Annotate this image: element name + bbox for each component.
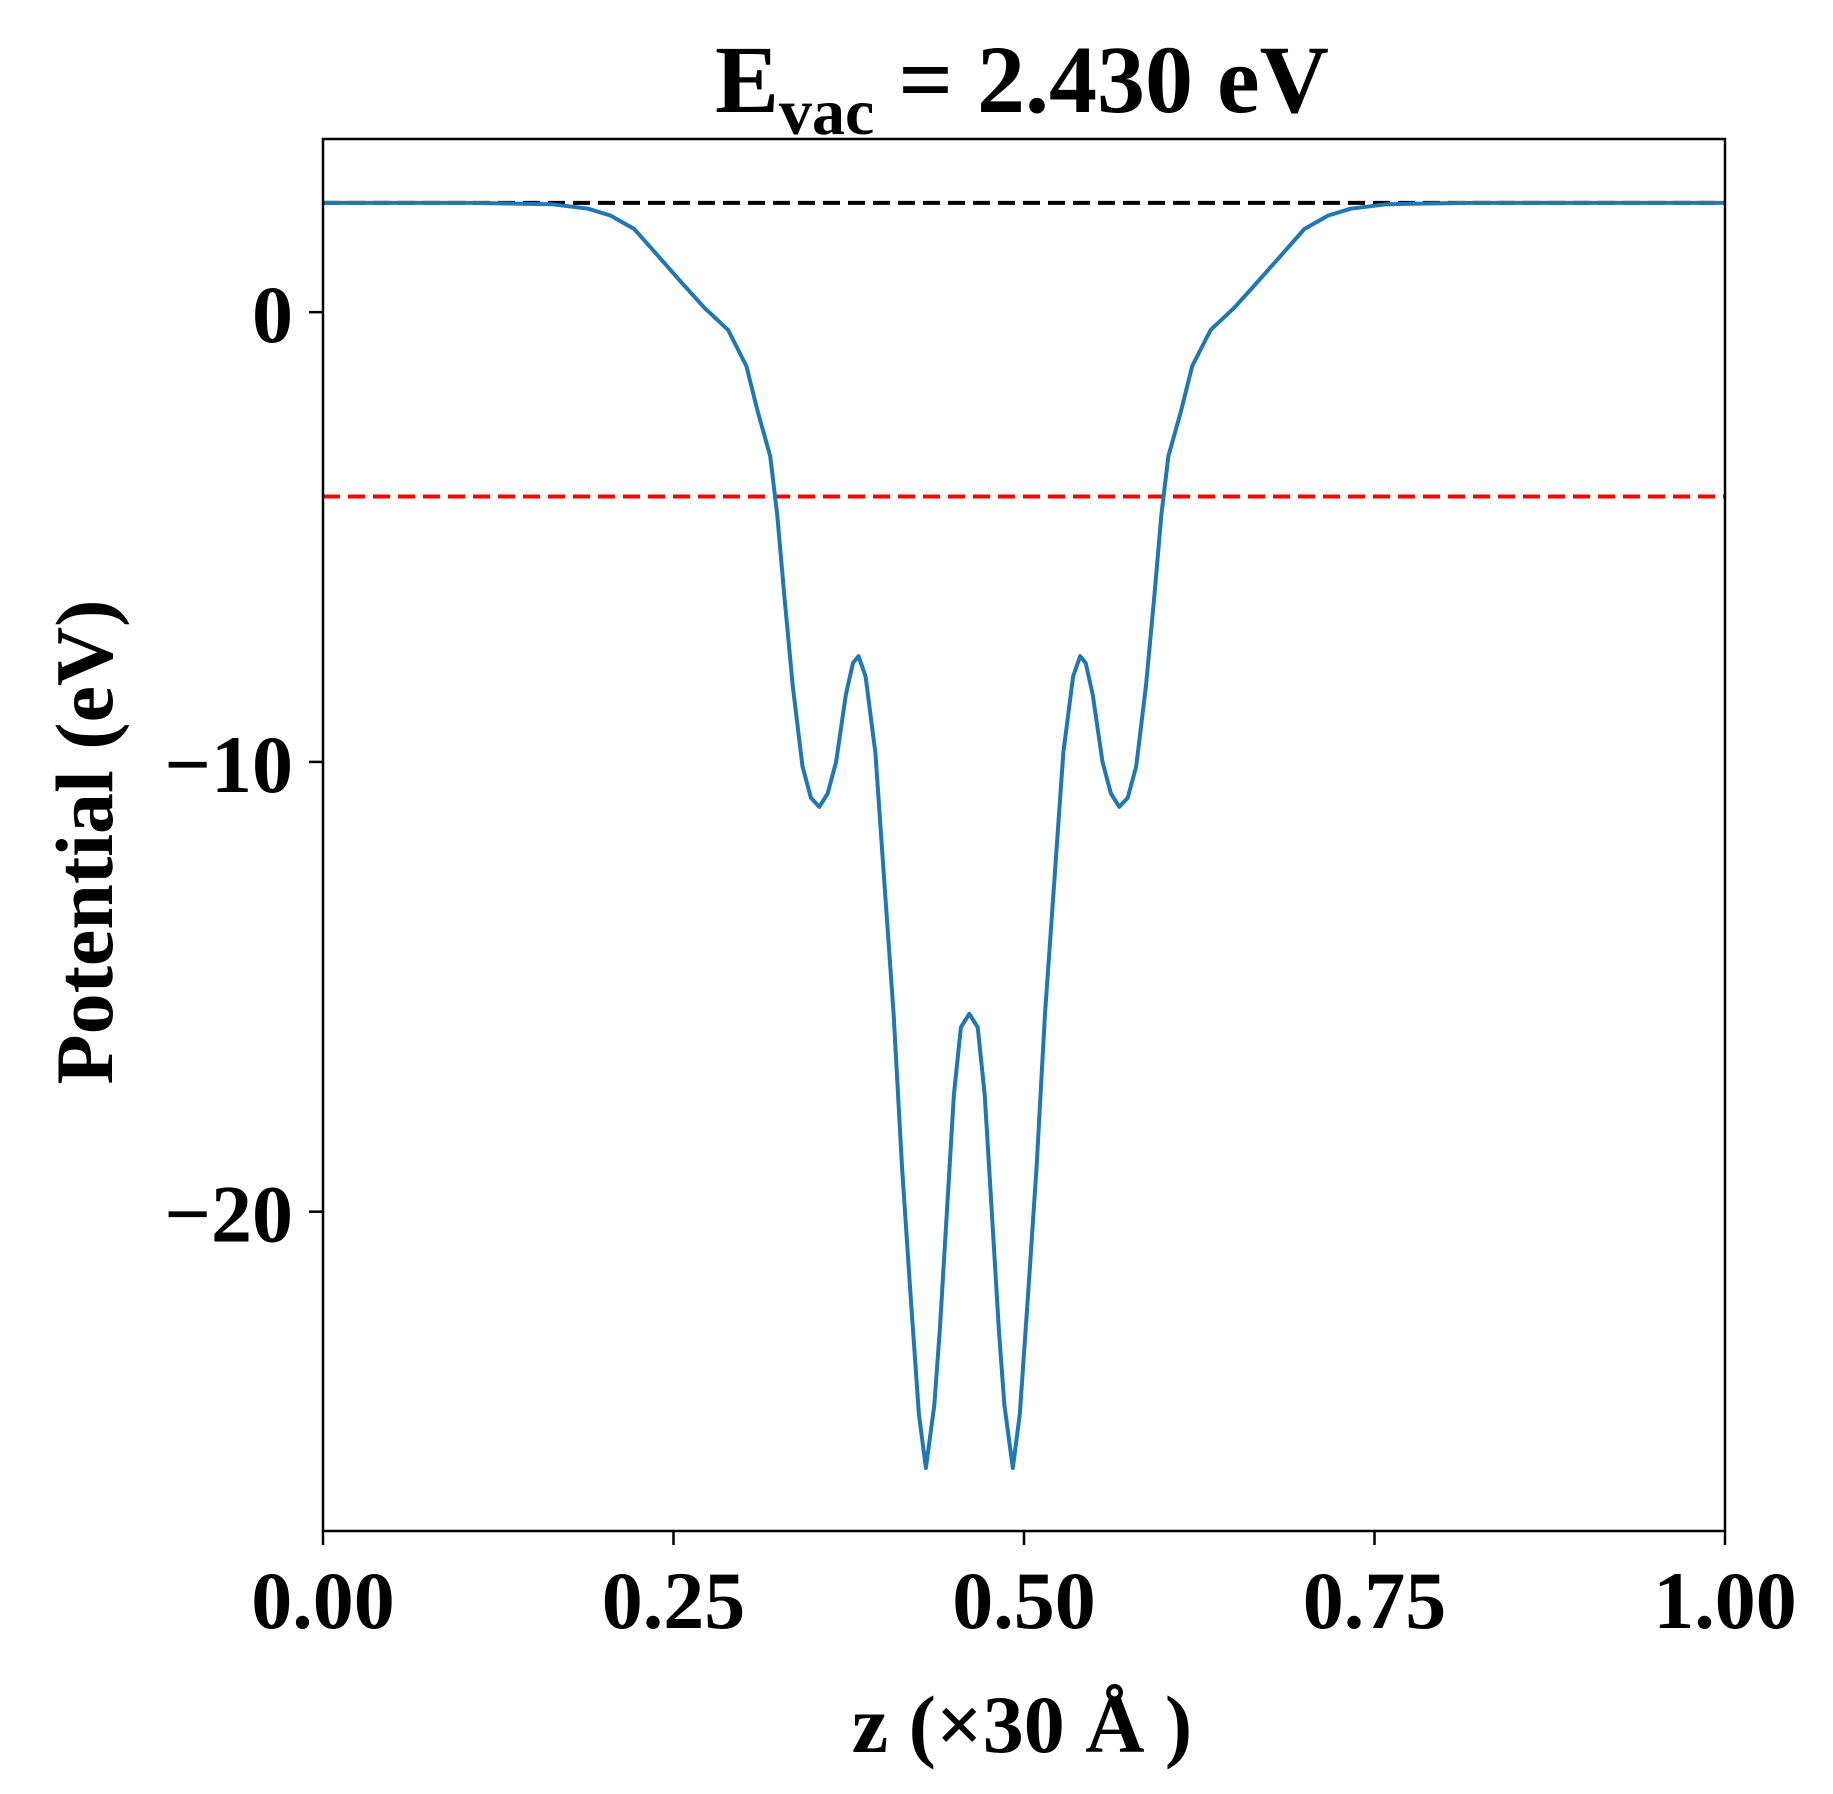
y-tick-label: −10 xyxy=(164,719,293,810)
x-axis: 0.00 0.25 0.50 0.75 1.00 xyxy=(251,1531,1797,1646)
x-tick-label: 1.00 xyxy=(1653,1555,1797,1646)
x-tick-label: 0.00 xyxy=(251,1555,395,1646)
chart-title: Evac = 2.430 eV xyxy=(715,26,1329,149)
x-tick-label: 0.50 xyxy=(952,1555,1096,1646)
axes-frame xyxy=(321,137,1727,1533)
y-axis-label: Potential (eV) xyxy=(39,600,130,1085)
x-tick-label: 0.75 xyxy=(1303,1555,1447,1646)
y-tick-label: 0 xyxy=(252,269,293,360)
potential-line xyxy=(323,200,1725,1470)
title-rest: = 2.430 eV xyxy=(874,26,1329,133)
title-main: E xyxy=(715,26,779,133)
x-axis-label: z (×30 Å ) xyxy=(852,1679,1192,1770)
y-axis: 0 −10 −20 xyxy=(164,269,323,1260)
y-tick-label: −20 xyxy=(164,1169,293,1260)
title-subscript: vac xyxy=(779,76,874,149)
x-tick-label: 0.25 xyxy=(602,1555,746,1646)
plot-area xyxy=(321,137,1727,1533)
